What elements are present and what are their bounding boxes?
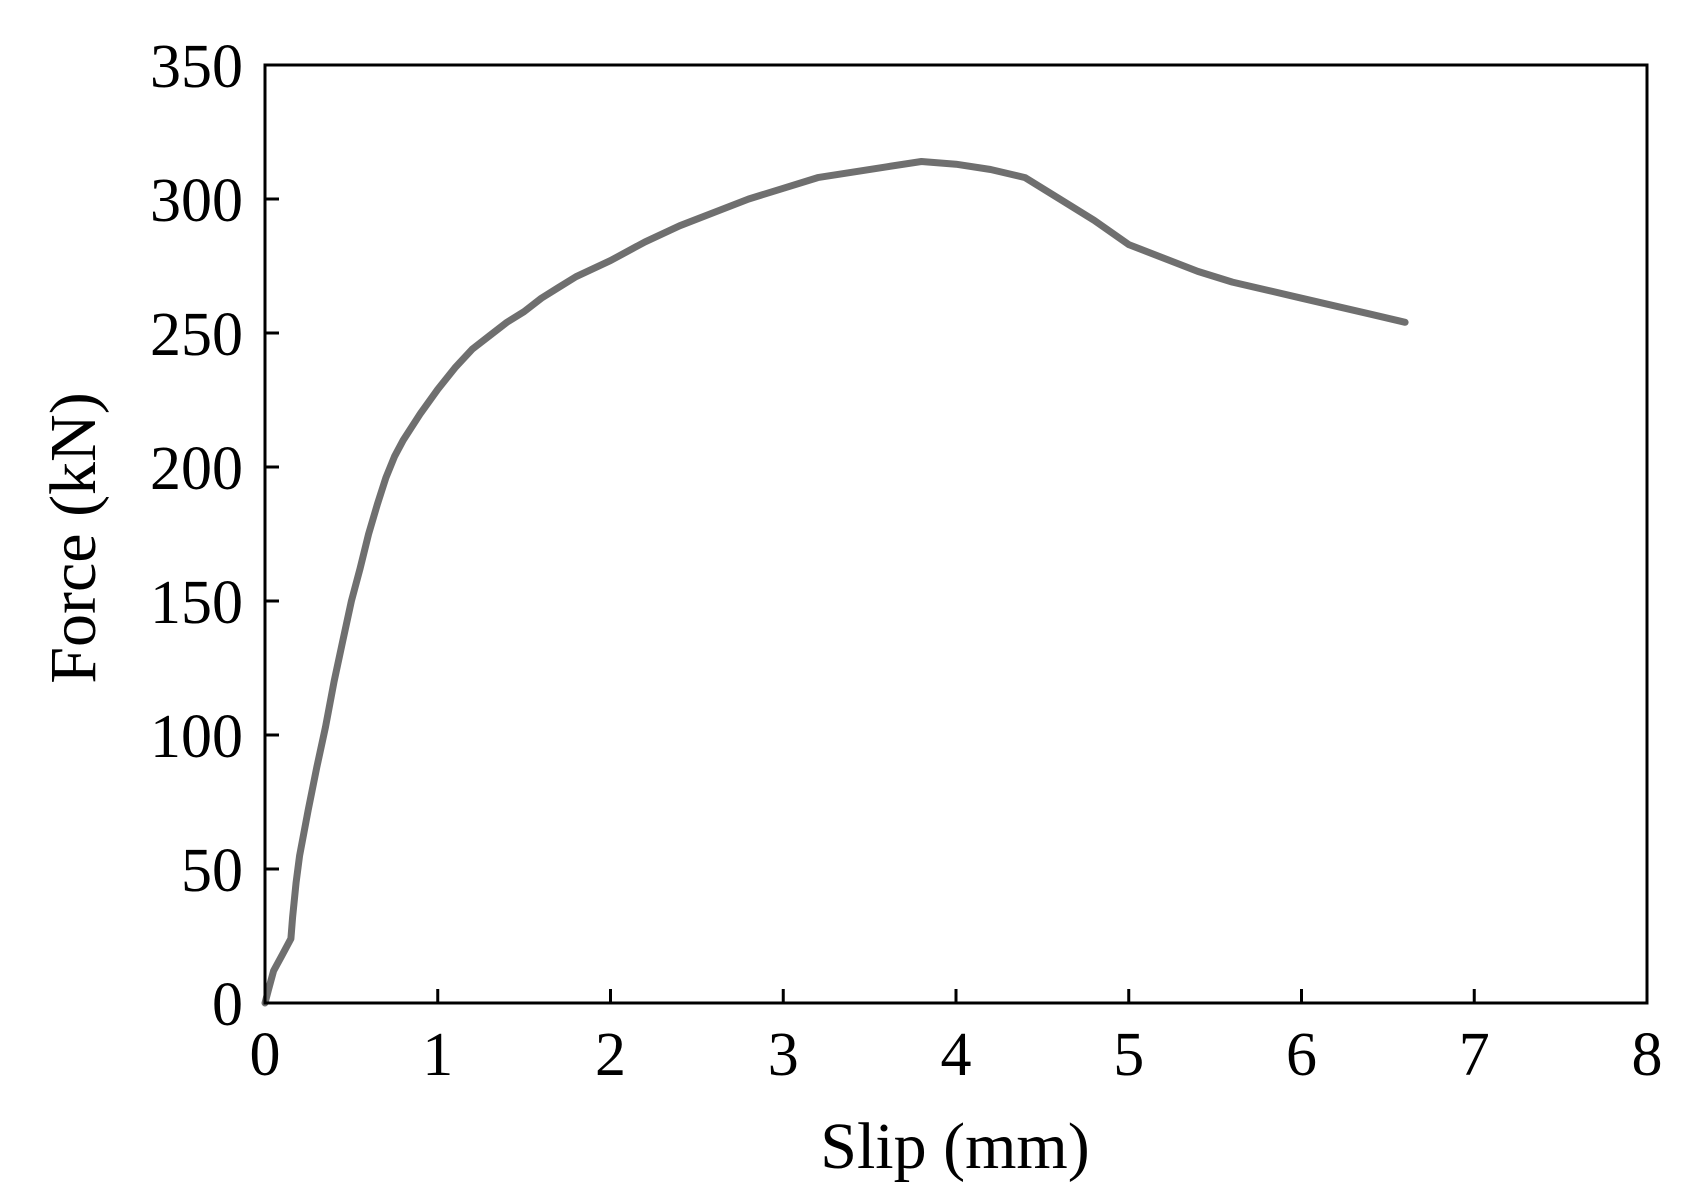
x-tick-label: 2 [595, 1021, 626, 1089]
force-slip-curve [261, 158, 1409, 1007]
y-tick-label: 150 [150, 569, 243, 637]
x-tick-label: 5 [1113, 1021, 1144, 1089]
x-tick-label: 8 [1632, 1021, 1663, 1089]
x-tick-label: 3 [768, 1021, 799, 1089]
y-tick-label: 300 [150, 167, 243, 235]
x-tick-label: 6 [1286, 1021, 1317, 1089]
y-tick-label: 350 [150, 33, 243, 101]
x-tick-label: 4 [941, 1021, 972, 1089]
y-tick-label: 200 [150, 435, 243, 503]
x-axis-label: Slip (mm) [820, 1110, 1090, 1183]
y-tick-label: 250 [150, 301, 243, 369]
y-tick-label: 100 [150, 703, 243, 771]
y-axis-label: Force (kN) [37, 392, 110, 683]
y-axis-tick-labels: 0 50 100 150 200 250 300 350 [150, 33, 243, 1039]
plot-frame [263, 63, 1649, 1005]
x-tick-label: 1 [422, 1021, 453, 1089]
x-axis-ticks [263, 989, 1649, 1003]
y-tick-label: 50 [181, 837, 243, 905]
x-axis-tick-labels: 0 1 2 3 4 5 6 7 8 [250, 1021, 1663, 1089]
x-tick-label: 0 [250, 1021, 281, 1089]
x-tick-label: 7 [1459, 1021, 1490, 1089]
y-tick-label: 0 [212, 971, 243, 1039]
y-axis-ticks [265, 63, 279, 1005]
